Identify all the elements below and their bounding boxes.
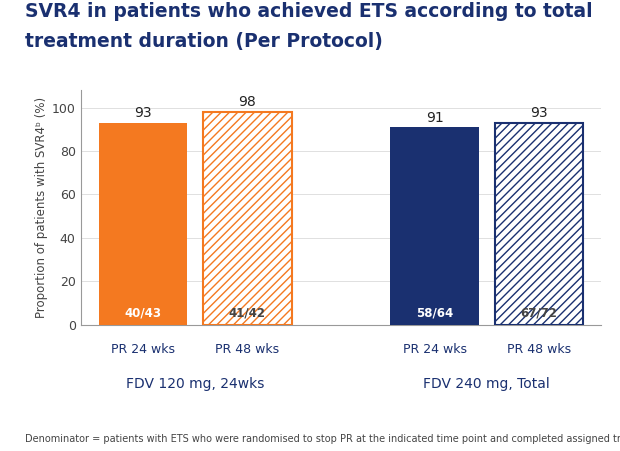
Text: 41/42: 41/42: [229, 306, 266, 319]
Text: SVR4 in patients who achieved ETS according to total: SVR4 in patients who achieved ETS accord…: [25, 2, 593, 21]
Text: 93: 93: [530, 106, 547, 120]
Text: PR 24 wks: PR 24 wks: [403, 343, 467, 356]
Bar: [203, 112, 291, 325]
Bar: [495, 123, 583, 325]
Text: 91: 91: [426, 110, 444, 124]
Text: Denominator = patients with ETS who were randomised to stop PR at the indicated : Denominator = patients with ETS who were…: [25, 434, 620, 444]
Text: PR 24 wks: PR 24 wks: [111, 343, 175, 356]
Text: FDV 120 mg, 24wks: FDV 120 mg, 24wks: [126, 377, 264, 391]
Text: 98: 98: [238, 95, 256, 109]
Text: 67/72: 67/72: [520, 306, 557, 319]
Bar: [99, 123, 187, 325]
Text: 93: 93: [135, 106, 152, 120]
Text: PR 48 wks: PR 48 wks: [215, 343, 280, 356]
Text: 58/64: 58/64: [416, 306, 453, 319]
Bar: [391, 127, 479, 325]
Text: 40/43: 40/43: [125, 306, 162, 319]
Y-axis label: Proportion of patients with SVR4ᵇ (%): Proportion of patients with SVR4ᵇ (%): [35, 97, 48, 318]
Text: PR 48 wks: PR 48 wks: [507, 343, 571, 356]
Text: treatment duration (Per Protocol): treatment duration (Per Protocol): [25, 32, 383, 51]
Text: FDV 240 mg, Total: FDV 240 mg, Total: [423, 377, 550, 391]
